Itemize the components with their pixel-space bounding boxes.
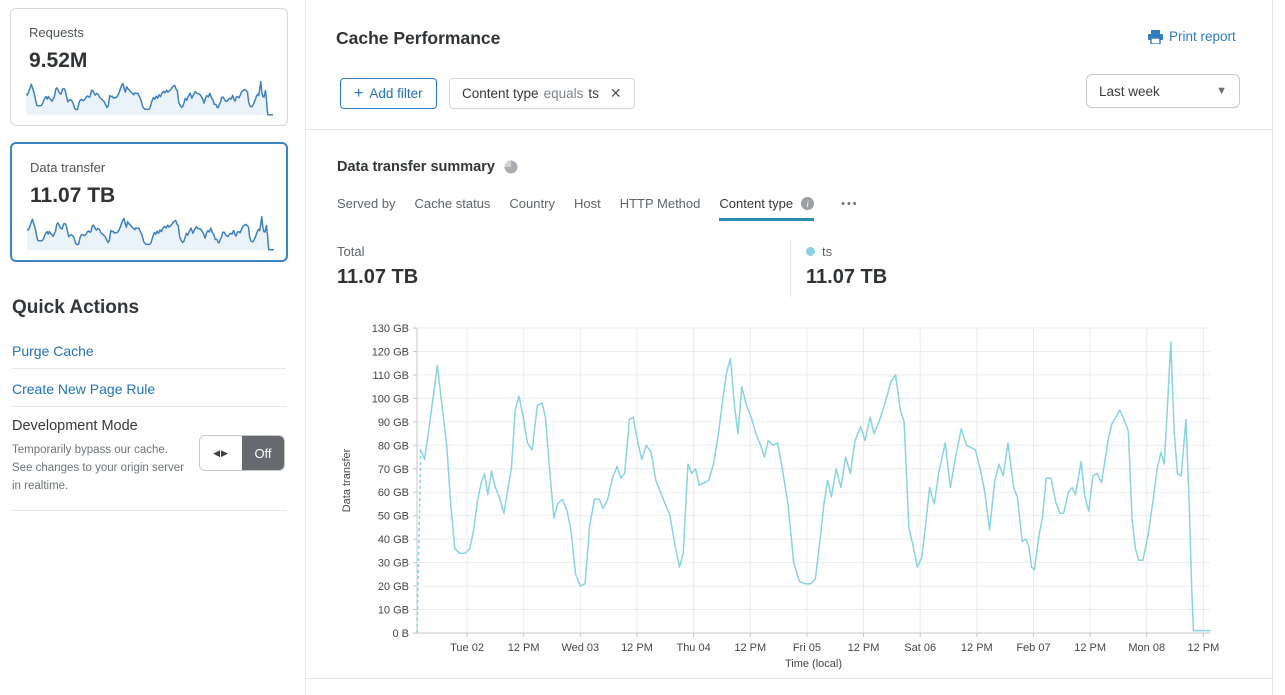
divider xyxy=(306,678,1273,679)
time-range-value: Last week xyxy=(1099,83,1160,99)
svg-text:12 PM: 12 PM xyxy=(1074,642,1106,654)
svg-text:12 PM: 12 PM xyxy=(508,642,540,654)
print-report-link[interactable]: Print report xyxy=(1148,29,1236,44)
svg-text:90 GB: 90 GB xyxy=(378,417,409,429)
tab-content-type[interactable]: Content type i xyxy=(719,196,815,221)
total-label: Total xyxy=(337,244,365,259)
tab-cache-status[interactable]: Cache status xyxy=(415,196,491,221)
divider xyxy=(12,406,286,407)
svg-text:100 GB: 100 GB xyxy=(372,393,409,405)
create-page-rule-link[interactable]: Create New Page Rule xyxy=(12,381,156,397)
legend-label: ts xyxy=(822,244,833,259)
time-pie-icon xyxy=(504,160,518,174)
divider xyxy=(790,240,791,297)
svg-text:12 PM: 12 PM xyxy=(1187,642,1219,654)
tab-country[interactable]: Country xyxy=(509,196,555,221)
page-title: Cache Performance xyxy=(336,28,501,48)
svg-text:80 GB: 80 GB xyxy=(378,440,409,452)
filter-value: ts xyxy=(588,86,599,101)
requests-sparkline-chart xyxy=(25,80,273,116)
print-report-label: Print report xyxy=(1169,29,1236,44)
divider xyxy=(12,368,286,369)
svg-text:Feb 07: Feb 07 xyxy=(1016,642,1050,654)
svg-text:10 GB: 10 GB xyxy=(378,605,409,617)
svg-text:Fri 05: Fri 05 xyxy=(793,642,821,654)
tab-label: Content type xyxy=(719,196,794,211)
legend-dot xyxy=(806,247,815,256)
plus-icon: + xyxy=(354,84,364,102)
svg-text:60 GB: 60 GB xyxy=(378,487,409,499)
divider xyxy=(306,129,1273,130)
svg-text:40 GB: 40 GB xyxy=(378,534,409,546)
time-range-select[interactable]: Last week ▼ xyxy=(1086,74,1240,108)
data-transfer-card[interactable]: Data transfer 11.07 TB xyxy=(10,142,288,262)
svg-text:130 GB: 130 GB xyxy=(372,323,409,335)
filter-field: Content type xyxy=(462,86,539,101)
tab-label: HTTP Method xyxy=(619,196,701,211)
svg-text:Data transfer: Data transfer xyxy=(341,448,353,512)
summary-tabs: Served by Cache status Country Host HTTP… xyxy=(337,196,859,221)
remove-filter-icon[interactable]: ✕ xyxy=(609,85,622,101)
tab-host[interactable]: Host xyxy=(574,196,601,221)
requests-card-value: 9.52M xyxy=(29,49,88,72)
svg-text:Tue 02: Tue 02 xyxy=(450,642,484,654)
tab-label: Host xyxy=(573,196,601,211)
sidebar: Requests 9.52M Data transfer 11.07 TB Qu… xyxy=(0,0,306,695)
svg-text:Sat 06: Sat 06 xyxy=(904,642,936,654)
svg-text:Wed 03: Wed 03 xyxy=(561,642,599,654)
svg-text:50 GB: 50 GB xyxy=(378,511,409,523)
svg-text:110 GB: 110 GB xyxy=(373,370,410,382)
summary-title-text: Data transfer summary xyxy=(337,159,495,175)
svg-text:12 PM: 12 PM xyxy=(848,642,880,654)
tab-label: Cache status xyxy=(414,196,491,211)
data-transfer-card-label: Data transfer xyxy=(30,160,106,175)
svg-text:20 GB: 20 GB xyxy=(378,581,409,593)
tab-http-method[interactable]: HTTP Method xyxy=(620,196,701,221)
development-mode-description: Temporarily bypass our cache. See change… xyxy=(12,444,184,492)
requests-card-label: Requests xyxy=(29,25,84,40)
summary-title: Data transfer summary xyxy=(337,159,518,175)
legend-item-ts[interactable]: ts xyxy=(806,244,832,259)
svg-text:0 B: 0 B xyxy=(392,628,409,640)
info-icon[interactable]: i xyxy=(801,197,815,210)
tab-served-by[interactable]: Served by xyxy=(337,196,396,221)
toggle-arrows-icon: ◀▶ xyxy=(200,436,242,470)
more-tabs-button[interactable]: ••• xyxy=(841,198,859,210)
filter-chip[interactable]: Content type equals ts ✕ xyxy=(449,78,635,109)
svg-text:30 GB: 30 GB xyxy=(378,558,409,570)
chevron-down-icon: ▼ xyxy=(1216,85,1227,97)
printer-icon xyxy=(1148,29,1163,44)
svg-text:12 PM: 12 PM xyxy=(621,642,653,654)
quick-actions-title: Quick Actions xyxy=(12,297,140,318)
svg-text:Thu 04: Thu 04 xyxy=(676,642,710,654)
svg-text:Mon 08: Mon 08 xyxy=(1128,642,1165,654)
panel-border xyxy=(1272,0,1273,695)
legend-value: 11.07 TB xyxy=(806,266,888,288)
tab-label: Country xyxy=(509,196,555,211)
svg-text:12 PM: 12 PM xyxy=(734,642,766,654)
data-transfer-sparkline-chart xyxy=(26,215,274,251)
data-transfer-chart[interactable]: 0 B 10 GB 20 GB 30 GB 40 GB 50 GB 60 GB 70 GB 80… xyxy=(336,318,1276,668)
requests-card[interactable]: Requests 9.52M xyxy=(10,8,288,126)
data-transfer-card-value: 11.07 TB xyxy=(30,184,116,207)
filter-operator: equals xyxy=(543,86,584,101)
svg-text:70 GB: 70 GB xyxy=(378,464,409,476)
divider xyxy=(12,510,286,511)
svg-text:12 PM: 12 PM xyxy=(961,642,993,654)
total-value: 11.07 TB xyxy=(337,266,419,288)
development-mode-toggle[interactable]: ◀▶ Off xyxy=(199,435,285,471)
svg-text:120 GB: 120 GB xyxy=(372,346,409,358)
add-filter-label: Add filter xyxy=(369,86,423,101)
development-mode-title: Development Mode xyxy=(12,418,138,434)
tab-label: Served by xyxy=(337,196,396,211)
add-filter-button[interactable]: + Add filter xyxy=(340,78,437,109)
purge-cache-link[interactable]: Purge Cache xyxy=(12,343,94,359)
toggle-state-label: Off xyxy=(242,436,284,470)
x-axis-title: Time (local) xyxy=(784,658,843,670)
